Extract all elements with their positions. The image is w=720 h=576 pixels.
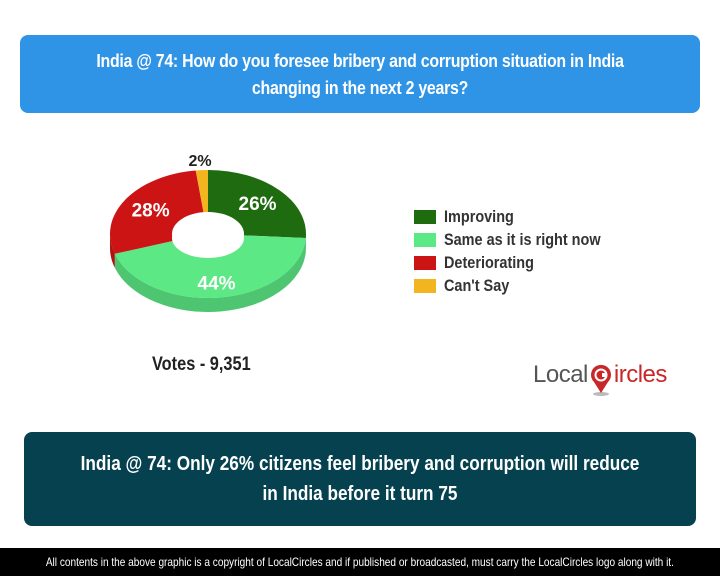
- pie-label: 2%: [188, 153, 211, 170]
- pie-slice-can-t-say: [195, 170, 208, 213]
- copyright-footer: All contents in the above graphic is a c…: [0, 548, 720, 576]
- pie-slice-improving: [208, 170, 306, 239]
- chart-legend: Improving Same as it is right now Deteri…: [414, 205, 628, 297]
- legend-swatch: [414, 255, 436, 270]
- logo-text-local: Local: [533, 361, 588, 388]
- location-pin-icon: [590, 364, 611, 396]
- legend-item-same: Same as it is right now: [414, 228, 628, 251]
- headline-text: India @ 74: Only 26% citizens feel bribe…: [80, 453, 640, 505]
- pie-slice-deteriorating: [109, 170, 204, 254]
- localcircles-logo: Local ircles: [533, 358, 668, 396]
- pie-label: 44%: [198, 274, 236, 295]
- pie-side: [114, 238, 306, 313]
- legend-swatch: [414, 278, 436, 293]
- legend-item-cant-say: Can't Say: [414, 274, 628, 297]
- legend-item-improving: Improving: [414, 205, 628, 228]
- headline-banner: India @ 74: Only 26% citizens feel bribe…: [24, 432, 696, 526]
- pie-label: 28%: [132, 200, 170, 221]
- question-text: India @ 74: How do you foresee bribery a…: [96, 50, 624, 98]
- legend-swatch: [414, 209, 436, 224]
- donut-chart: 26% 44% 28% 2%: [109, 153, 306, 313]
- votes-count: Votes - 9,351: [152, 354, 251, 375]
- legend-swatch: [414, 232, 436, 247]
- pie-slice-same-as-it-is-right-now: [114, 235, 306, 299]
- pie-side: [110, 234, 115, 268]
- logo-text-ircles: ircles: [613, 361, 668, 388]
- question-banner: India @ 74: How do you foresee bribery a…: [20, 35, 700, 113]
- legend-item-deteriorating: Deteriorating: [414, 251, 628, 274]
- pie-label: 26%: [239, 194, 277, 215]
